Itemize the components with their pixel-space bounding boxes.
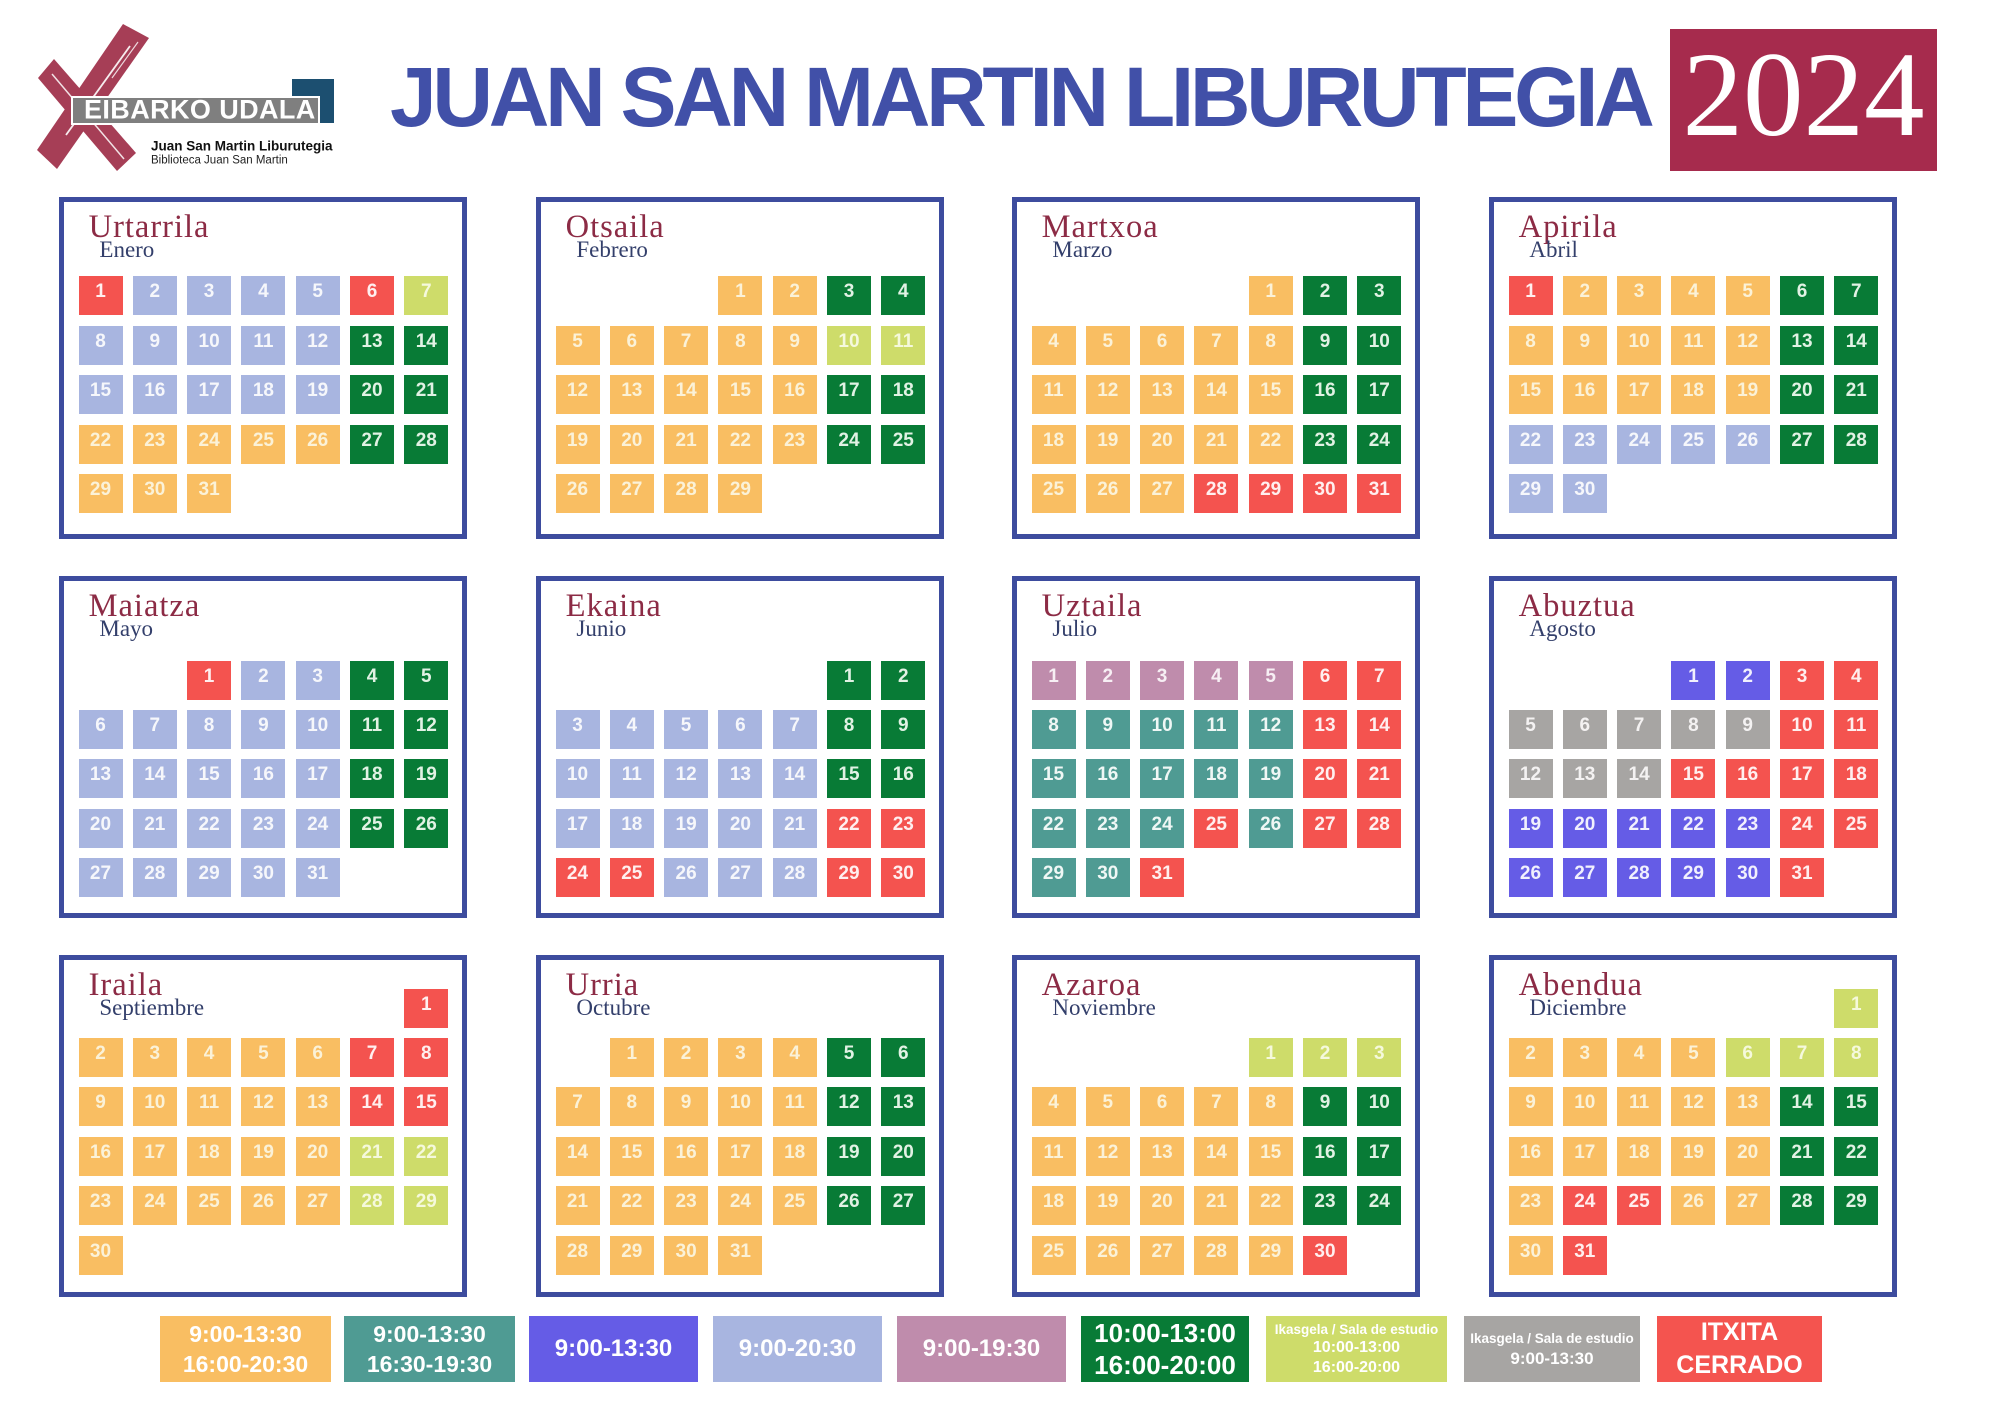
svg-text:Juan San Martin Liburutegia: Juan San Martin Liburutegia	[151, 139, 333, 154]
svg-text:Biblioteca Juan San Martin: Biblioteca Juan San Martin	[151, 155, 288, 167]
svg-text:EIBARKO UDALA: EIBARKO UDALA	[84, 95, 316, 125]
